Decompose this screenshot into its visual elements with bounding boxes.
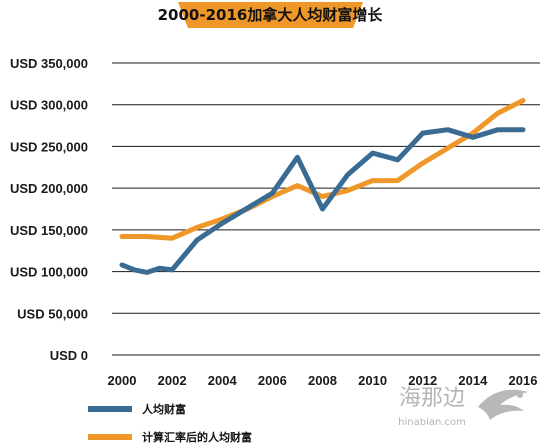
y-tick-label: USD 150,000 — [10, 223, 88, 238]
chart-title: 2000-2016加拿大人均财富增长 — [158, 2, 384, 28]
watermark-brand: 海那边 — [399, 386, 465, 411]
series-lines — [119, 98, 526, 275]
x-tick-label: 2012 — [408, 373, 437, 388]
y-tick-label: USD 50,000 — [17, 306, 88, 321]
chart-title-text: 2000-2016加拿大人均财富增长 — [158, 6, 384, 24]
watermark-url: hinabian.com — [398, 417, 466, 428]
y-tick-label: USD 250,000 — [10, 139, 88, 154]
watermark: 海那边 hinabian.com — [398, 386, 528, 428]
x-tick-label: 2002 — [158, 373, 187, 388]
x-tick-label: 2006 — [258, 373, 287, 388]
x-tick-label: 2010 — [358, 373, 387, 388]
x-axis-ticks: 2000 2002 2004 2006 2008 2010 2012 2014 2016 — [108, 373, 538, 388]
bird-logo-icon — [478, 389, 528, 420]
y-tick-label: USD 350,000 — [10, 56, 88, 71]
y-tick-label: USD 300,000 — [10, 98, 88, 113]
title-band — [178, 2, 363, 28]
x-tick-label: 2014 — [458, 373, 488, 388]
gridlines — [112, 62, 540, 356]
legend-label-adjusted: 计算汇率后的人均财富 — [142, 430, 252, 444]
x-tick-label: 2004 — [208, 373, 238, 388]
y-tick-label: USD 200,000 — [10, 181, 88, 196]
series-line-wealth — [119, 127, 526, 275]
x-tick-label: 2016 — [509, 373, 538, 388]
y-tick-label: USD 100,000 — [10, 265, 88, 280]
x-tick-label: 2000 — [108, 373, 137, 388]
y-axis-ticks: USD 0 USD 50,000 USD 100,000 USD 150,000 USD… — [10, 56, 88, 363]
x-tick-label: 2008 — [308, 373, 337, 388]
legend-label-wealth: 人均财富 — [142, 402, 186, 416]
y-tick-label: USD 0 — [50, 348, 88, 363]
series-line-adjusted — [119, 98, 526, 241]
